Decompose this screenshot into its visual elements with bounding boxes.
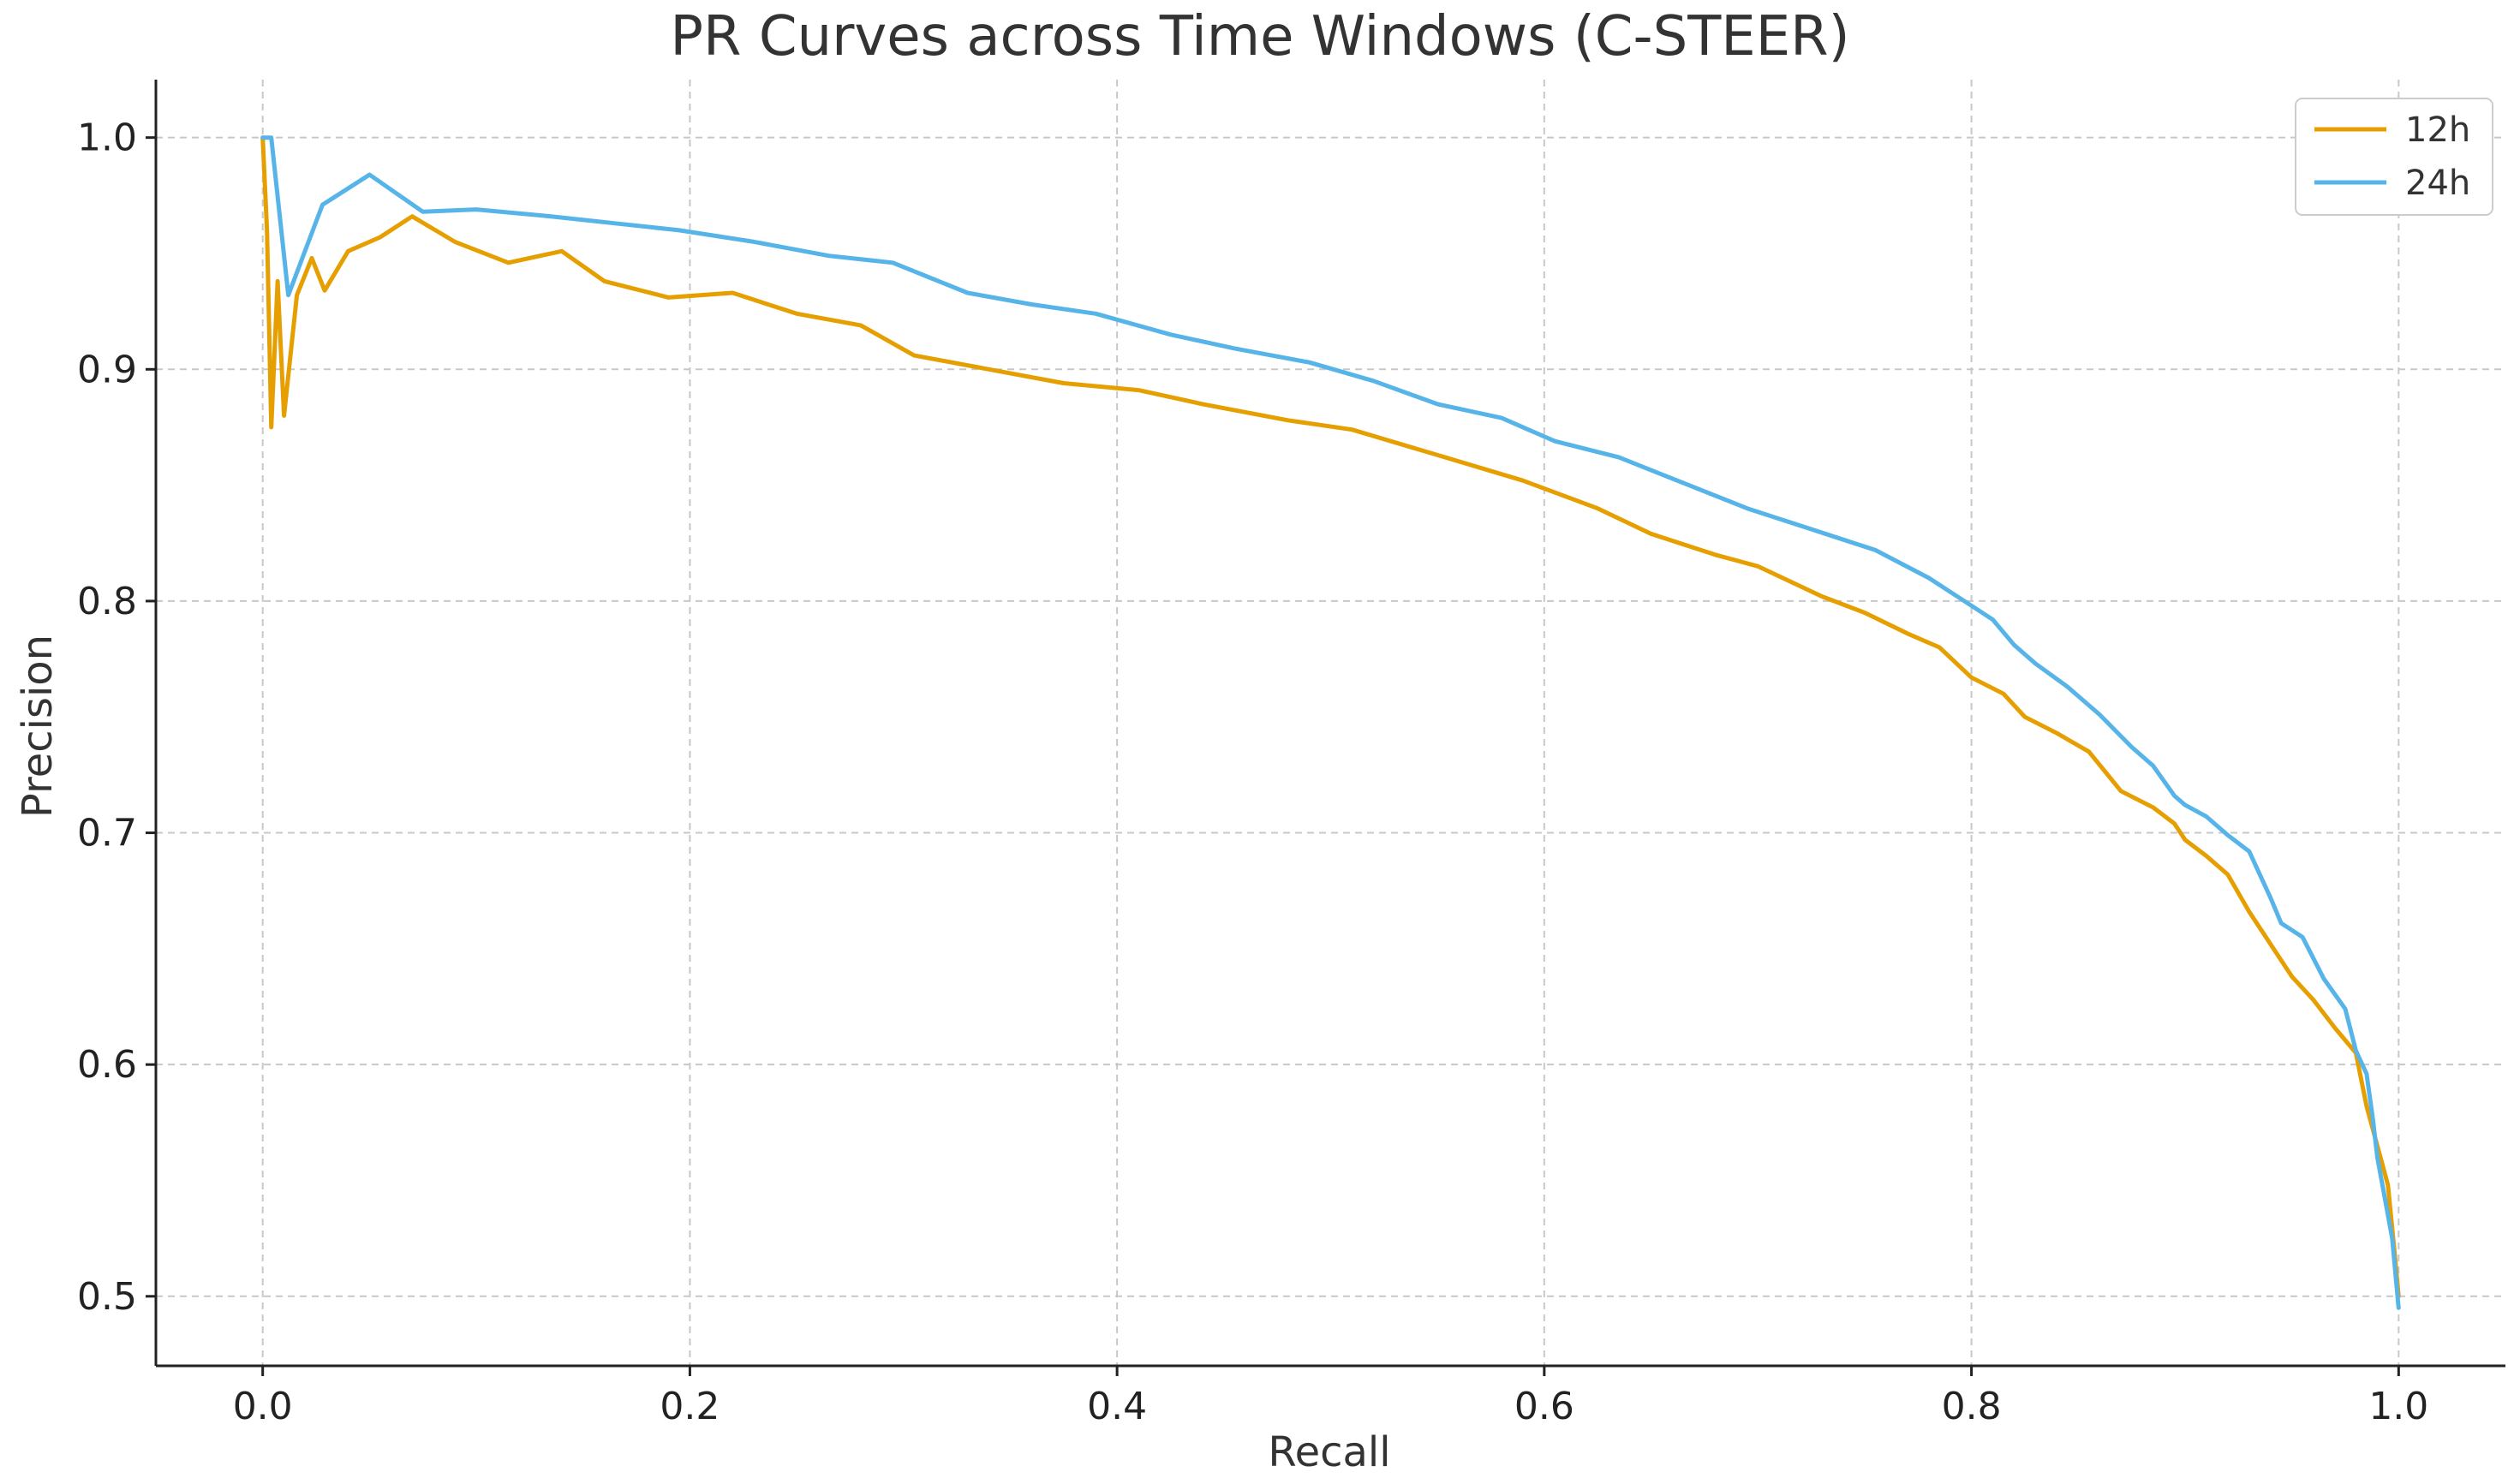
y-tick-label-1: 0.6 bbox=[77, 1043, 137, 1087]
y-tick-label-5: 1.0 bbox=[77, 116, 137, 160]
legend-label-12h: 12h bbox=[2405, 110, 2470, 150]
y-axis-label: Precision bbox=[14, 635, 62, 818]
y-tick-label-4: 0.9 bbox=[77, 348, 137, 391]
grid-layer bbox=[156, 80, 2505, 1366]
chart-title: PR Curves across Time Windows (C-STEER) bbox=[670, 5, 1849, 69]
x-axis-label: Recall bbox=[1268, 1428, 1390, 1476]
y-tick-label-3: 0.8 bbox=[77, 580, 137, 623]
series-line-24h bbox=[260, 135, 2401, 1310]
x-tick-label-3: 0.6 bbox=[1514, 1385, 1574, 1428]
legend-label-24h: 24h bbox=[2405, 164, 2470, 203]
y-tick-label-0: 0.5 bbox=[77, 1275, 137, 1319]
x-tick-label-2: 0.4 bbox=[1087, 1385, 1147, 1428]
x-tick-label-1: 0.2 bbox=[660, 1385, 720, 1428]
axes-layer: 0.0 0.2 0.4 0.6 0.8 1.0 0.5 0.6 0.7 0.8 0.9 1.0 bbox=[77, 80, 2505, 1428]
y-tick-label-2: 0.7 bbox=[77, 812, 137, 855]
x-tick-label-4: 0.8 bbox=[1942, 1385, 2002, 1428]
series-layer bbox=[260, 135, 2401, 1310]
series-line-12h bbox=[260, 135, 2401, 1299]
x-tick-label-0: 0.0 bbox=[233, 1385, 293, 1428]
x-tick-label-5: 1.0 bbox=[2368, 1385, 2428, 1428]
